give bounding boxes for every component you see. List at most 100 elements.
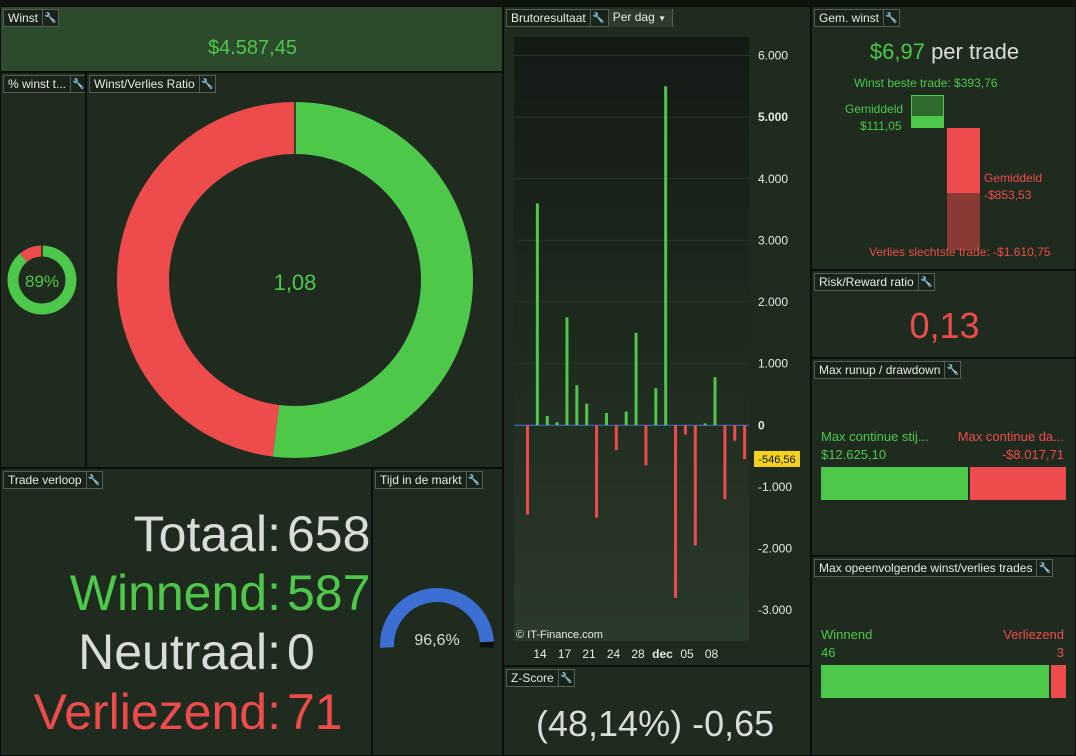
tijd-title: Tijd in de markt bbox=[380, 473, 462, 487]
bruto-title-bar: Brutoresultaat 🔧 Per dag ▼ bbox=[506, 9, 674, 27]
tijd-gauge: 96,6% bbox=[380, 588, 494, 649]
chart-bar bbox=[664, 86, 668, 426]
y-tick-label: 1.000 bbox=[758, 357, 788, 371]
avg-loss-bar bbox=[947, 128, 980, 250]
risk-value: 0,13 bbox=[909, 305, 980, 346]
runup-title-bar: Max runup / drawdown 🔧 bbox=[814, 361, 962, 379]
chart-bar bbox=[693, 425, 697, 546]
ratio-donut: 1,08 bbox=[117, 102, 473, 458]
y-tick-label: 5.000 bbox=[758, 110, 788, 124]
chart-bar bbox=[595, 425, 599, 518]
y-tick-label: 2.000 bbox=[758, 295, 788, 309]
chart-bar bbox=[555, 422, 559, 426]
avg-loss-value: -$853,53 bbox=[984, 188, 1032, 202]
chart-bar bbox=[733, 425, 737, 441]
trade-row-verliezend: Verliezend: 71 bbox=[1, 683, 371, 743]
best-trade-text: Winst beste trade: $393,76 bbox=[854, 76, 998, 90]
chevron-down-icon: ▼ bbox=[658, 14, 667, 23]
wrench-icon[interactable]: 🔧 bbox=[944, 362, 960, 378]
max-opeen-panel: Max opeenvolgende winst/verlies trades 🔧… bbox=[811, 556, 1076, 756]
ratio-panel: Winst/Verlies Ratio 🔧 1,08 bbox=[86, 72, 503, 468]
zscore-title-bar: Z-Score 🔧 bbox=[506, 669, 575, 687]
chart-bar bbox=[535, 203, 539, 426]
tijd-title-bar: Tijd in de markt 🔧 bbox=[375, 471, 483, 489]
risk-title-bar: Risk/Reward ratio 🔧 bbox=[814, 273, 935, 291]
avg-win-fill bbox=[912, 115, 943, 127]
risk-title: Risk/Reward ratio bbox=[819, 275, 914, 289]
worst-trade-text: Verlies slechtste trade: -$1.610,75 bbox=[869, 245, 1051, 259]
trade-row-label: Neutraal: bbox=[78, 624, 281, 680]
gem-winst-title-bar: Gem. winst 🔧 bbox=[814, 9, 901, 27]
wrench-icon[interactable]: 🔧 bbox=[42, 10, 58, 26]
gem-winst-panel: Gem. winst 🔧 $6,97 per trade Winst beste… bbox=[811, 6, 1076, 270]
avg-win-label: Gemiddeld bbox=[845, 102, 904, 116]
wrench-icon[interactable]: 🔧 bbox=[70, 76, 85, 92]
max-opeen-title: Max opeenvolgende winst/verlies trades bbox=[819, 561, 1033, 575]
pct-winst-panel: % winst t... 🔧 89% bbox=[0, 72, 86, 468]
winst-title-bar: Winst 🔧 bbox=[3, 9, 59, 27]
gem-winst-value: $6,97 bbox=[869, 39, 925, 64]
y-tick-label: -1.000 bbox=[758, 480, 792, 494]
y-tick-label: 3.000 bbox=[758, 233, 788, 247]
chart-bar bbox=[674, 425, 678, 598]
gem-winst-headline: $6,97 per trade bbox=[812, 39, 1075, 65]
pct-winst-title: % winst t... bbox=[8, 77, 67, 91]
chart-bar bbox=[683, 425, 687, 435]
wrench-icon[interactable]: 🔧 bbox=[85, 472, 102, 488]
winst-title: Winst bbox=[8, 11, 38, 25]
pct-winst-donut: 89% bbox=[7, 245, 77, 315]
y-tick-label: -2.000 bbox=[758, 542, 792, 556]
chart-bar bbox=[713, 377, 717, 426]
trade-row-value: 71 bbox=[287, 684, 343, 740]
x-tick-label: 28 bbox=[631, 647, 645, 661]
avg-loss-label: Gemiddeld bbox=[984, 171, 1043, 185]
runup-panel: Max runup / drawdown 🔧 Max continue stij… bbox=[811, 358, 1076, 556]
avg-win-value: $111,05 bbox=[860, 119, 902, 133]
zscore-value: (48,14%) -0,65 bbox=[536, 703, 775, 744]
x-tick-label: 05 bbox=[680, 647, 694, 661]
donut-red-slice bbox=[20, 245, 43, 263]
gem-winst-title: Gem. winst bbox=[819, 11, 880, 25]
y-tick-label: 4.000 bbox=[758, 172, 788, 186]
runup-left-value: $12.625,10 bbox=[821, 447, 887, 462]
x-tick-label: 17 bbox=[558, 647, 572, 661]
bruto-title: Brutoresultaat bbox=[511, 11, 586, 25]
chart-bar bbox=[585, 403, 589, 426]
wrench-icon[interactable]: 🔧 bbox=[883, 10, 899, 26]
avg-loss-fill bbox=[947, 192, 980, 250]
pct-winst-value: 89% bbox=[25, 272, 59, 291]
chart-bar bbox=[614, 425, 618, 450]
trade-row-value: 587 bbox=[287, 565, 371, 621]
tijd-value: 96,6% bbox=[414, 632, 459, 649]
risk-panel: Risk/Reward ratio 🔧 0,13 bbox=[811, 270, 1076, 358]
period-dropdown-label: Per dag bbox=[612, 10, 655, 24]
trade-verloop-panel: Trade verloop 🔧 Totaal: 658 Winnend: 587… bbox=[0, 468, 372, 756]
chart-bar bbox=[545, 416, 549, 426]
chart-bar bbox=[575, 385, 579, 426]
trade-row-label: Winnend: bbox=[69, 565, 281, 621]
trade-row-neutraal: Neutraal: 0 bbox=[1, 623, 371, 683]
trade-row-winnend: Winnend: 587 bbox=[1, 564, 371, 624]
wrench-icon[interactable]: 🔧 bbox=[1036, 560, 1052, 576]
gauge-fill bbox=[380, 588, 494, 648]
trade-row-label: Verliezend: bbox=[33, 684, 281, 740]
winst-panel: Winst 🔧 $4.587,45 bbox=[0, 6, 503, 72]
chart-bar bbox=[743, 425, 747, 460]
chart-bar bbox=[644, 425, 648, 466]
donut-green-slice bbox=[7, 245, 77, 315]
runup-right-value: -$8.017,71 bbox=[1001, 447, 1064, 462]
wrench-icon[interactable]: 🔧 bbox=[465, 472, 482, 488]
period-dropdown[interactable]: Per dag ▼ bbox=[607, 9, 673, 27]
wrench-icon[interactable]: 🔧 bbox=[557, 670, 574, 686]
wrench-icon[interactable]: 🔧 bbox=[589, 10, 606, 26]
max-win-label: Winnend bbox=[821, 627, 873, 642]
chart-watermark: © IT-Finance.com bbox=[516, 629, 603, 641]
chart-bar bbox=[624, 411, 628, 426]
runup-bar bbox=[821, 467, 1066, 500]
ratio-value: 1,08 bbox=[274, 270, 317, 295]
wrench-icon[interactable]: 🔧 bbox=[198, 76, 215, 92]
runup-right-label: Max continue da... bbox=[957, 429, 1064, 444]
pct-winst-title-bar: % winst t... 🔧 bbox=[3, 75, 85, 93]
wrench-icon[interactable]: 🔧 bbox=[917, 274, 934, 290]
x-tick-label: 24 bbox=[607, 647, 621, 661]
